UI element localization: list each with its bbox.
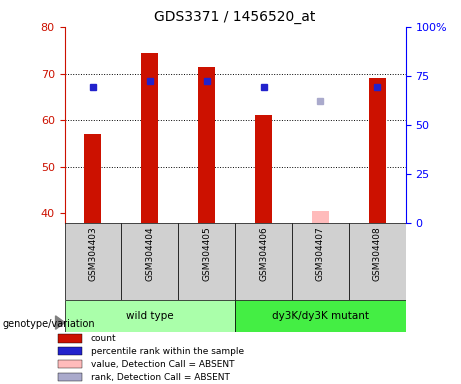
Bar: [349, 223, 406, 300]
Text: dy3K/dy3K mutant: dy3K/dy3K mutant: [272, 311, 369, 321]
Text: wild type: wild type: [126, 311, 174, 321]
Bar: [312, 211, 329, 223]
Polygon shape: [55, 316, 65, 329]
Bar: [121, 223, 178, 300]
Title: GDS3371 / 1456520_at: GDS3371 / 1456520_at: [154, 10, 316, 25]
Text: count: count: [91, 334, 117, 343]
Bar: [84, 134, 101, 223]
Text: GSM304408: GSM304408: [373, 227, 382, 281]
Text: GSM304405: GSM304405: [202, 227, 211, 281]
Bar: [292, 223, 349, 300]
Text: percentile rank within the sample: percentile rank within the sample: [91, 347, 244, 356]
Text: GSM304403: GSM304403: [89, 227, 97, 281]
Bar: [58, 360, 82, 369]
Text: genotype/variation: genotype/variation: [2, 319, 95, 329]
Text: GSM304404: GSM304404: [145, 227, 154, 281]
Bar: [235, 223, 292, 300]
Bar: [198, 66, 215, 223]
Text: GSM304406: GSM304406: [259, 227, 268, 281]
Bar: [58, 347, 82, 356]
Bar: [65, 223, 121, 300]
Bar: [369, 78, 386, 223]
Text: value, Detection Call = ABSENT: value, Detection Call = ABSENT: [91, 360, 235, 369]
Bar: [178, 223, 235, 300]
Bar: [235, 300, 406, 332]
Bar: [65, 300, 235, 332]
Bar: [58, 373, 82, 381]
Bar: [255, 116, 272, 223]
Bar: [58, 334, 82, 343]
Text: GSM304407: GSM304407: [316, 227, 325, 281]
Bar: [142, 53, 159, 223]
Text: rank, Detection Call = ABSENT: rank, Detection Call = ABSENT: [91, 373, 230, 382]
